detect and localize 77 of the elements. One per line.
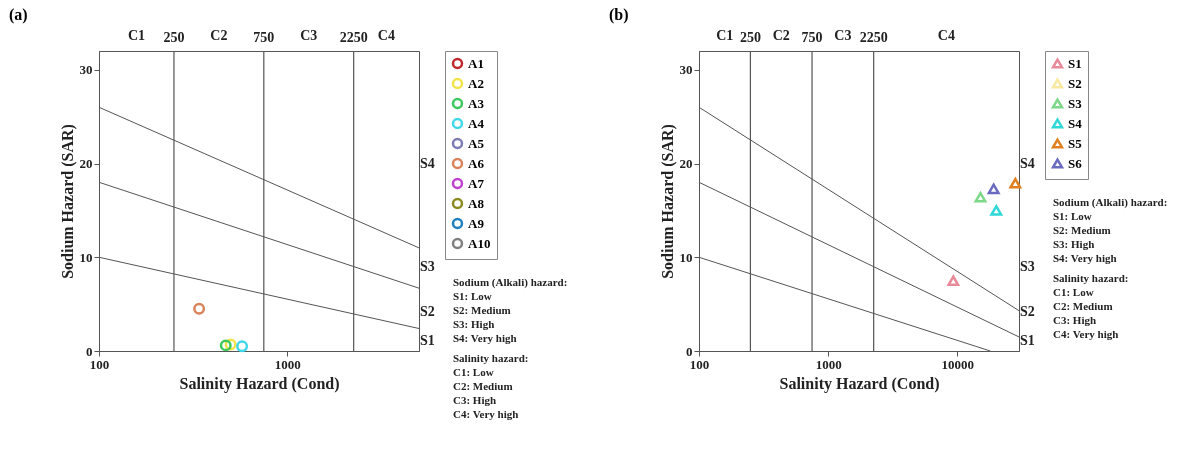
legend-label: A10 [468, 235, 491, 251]
text: C2: Medium [453, 380, 513, 392]
text: C2: Medium [1053, 300, 1113, 312]
text: S3: High [1053, 238, 1095, 250]
legend-label: A3 [468, 95, 485, 111]
chart-title: (b) [609, 6, 629, 24]
y-tick-label: 30 [679, 62, 693, 78]
y-tick-label: 10 [679, 249, 693, 265]
text: S2 [420, 304, 435, 319]
text: S4 [420, 155, 435, 171]
text: S1 [1020, 332, 1035, 348]
text: C1: Low [453, 366, 494, 378]
text: S4: Very high [1053, 252, 1117, 264]
legend-label: S6 [1068, 155, 1083, 171]
y-tick-label: 20 [679, 156, 693, 171]
text: Salinity hazard: [453, 352, 529, 364]
text: S2: Medium [453, 304, 511, 316]
ref-line-label: 250 [163, 30, 185, 45]
text: S3: High [453, 318, 495, 330]
ref-line-label: 2250 [339, 30, 368, 45]
y-tick-label: 0 [86, 343, 93, 359]
x-tick-label: 1000 [815, 356, 842, 372]
legend-label: S5 [1068, 135, 1083, 151]
text: C4: Very high [453, 408, 519, 420]
text: S1: Low [1053, 210, 1092, 222]
text: C1 [127, 28, 146, 43]
legend-label: S3 [1068, 95, 1083, 111]
legend-label: A6 [468, 155, 485, 171]
text: C1 [716, 28, 734, 43]
y-tick-label: 10 [79, 249, 93, 265]
x-tick-label: 100 [689, 356, 710, 372]
x-axis-title: Salinity Hazard (Cond) [179, 374, 340, 393]
legend-label: A4 [468, 115, 485, 131]
text: S1 [420, 332, 435, 348]
legend-label: A5 [468, 135, 485, 151]
ref-line-label: 2250 [859, 30, 888, 45]
y-axis-title: Sodium Hazard (SAR) [658, 124, 677, 279]
text: C3 [300, 28, 318, 43]
legend-label: S2 [1068, 75, 1082, 91]
text: C1: Low [1053, 286, 1094, 298]
ref-line-label: 750 [253, 30, 275, 45]
text: S4: Very high [453, 332, 517, 344]
text: S1: Low [453, 290, 492, 302]
y-tick-label: 0 [686, 343, 693, 359]
text: S3 [420, 259, 435, 274]
text: S3 [1020, 259, 1035, 274]
text: C4 [937, 28, 955, 43]
text: C2 [210, 28, 228, 43]
text: S2: Medium [1053, 224, 1111, 236]
text: Sodium (Alkali) hazard: [1053, 196, 1168, 209]
legend-label: A2 [468, 75, 484, 91]
text: C3: High [453, 394, 497, 406]
legend-label: S4 [1068, 115, 1083, 131]
y-tick-label: 20 [79, 156, 93, 171]
x-tick-label: 1000 [274, 356, 301, 372]
text: S4 [1020, 155, 1035, 171]
ref-line-label: 750 [801, 30, 823, 45]
text: C2 [772, 28, 790, 43]
y-axis-title: Sodium Hazard (SAR) [58, 124, 77, 279]
text: C3 [834, 28, 852, 43]
text: C4 [377, 28, 395, 43]
text: C3: High [1053, 314, 1097, 326]
text: S2 [1020, 304, 1035, 319]
legend-label: S1 [1068, 55, 1082, 71]
x-tick-label: 100 [89, 356, 110, 372]
ref-line-label: 250 [739, 30, 761, 45]
chart-title: (a) [9, 6, 28, 24]
text: Salinity hazard: [1053, 272, 1129, 284]
legend-label: A9 [468, 215, 485, 231]
legend-label: A1 [468, 55, 484, 71]
legend-label: A8 [468, 195, 485, 211]
text: Sodium (Alkali) hazard: [453, 276, 568, 289]
legend-label: A7 [468, 175, 485, 191]
text: C4: Very high [1053, 328, 1119, 340]
y-tick-label: 30 [79, 62, 93, 78]
x-tick-label: 10000 [941, 356, 975, 372]
x-axis-title: Salinity Hazard (Cond) [779, 374, 940, 393]
